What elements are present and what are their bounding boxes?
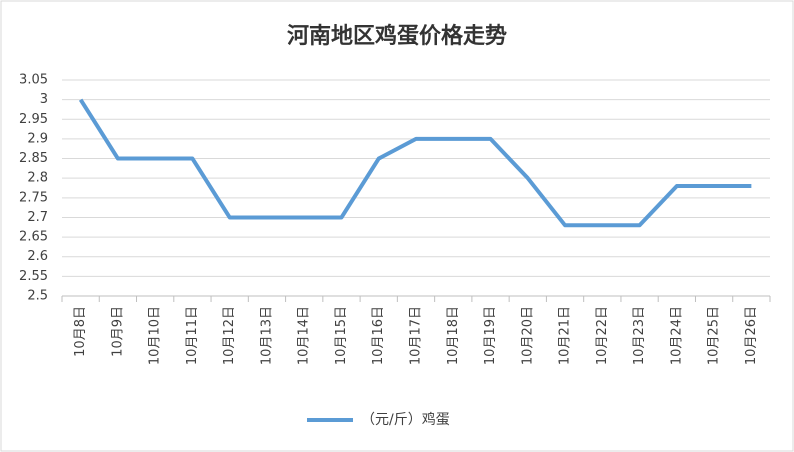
x-tick-label: 10月23日 — [632, 306, 647, 365]
x-tick-label: 10月26日 — [744, 306, 759, 365]
series-line — [78, 98, 752, 228]
x-tick-label: 10月12日 — [222, 306, 237, 365]
x-tick-label: 10月13日 — [259, 306, 274, 365]
x-tick-label: 10月20日 — [520, 306, 535, 365]
x-tick-label: 10月22日 — [595, 306, 610, 365]
y-tick-label: 2.75 — [19, 190, 48, 205]
y-tick-label: 2.9 — [27, 131, 48, 146]
x-tick-label: 10月21日 — [558, 306, 573, 365]
chart-title: 河南地区鸡蛋价格走势 — [287, 23, 507, 49]
x-tick-label: 10月19日 — [483, 306, 498, 365]
y-tick-label: 2.7 — [27, 210, 48, 225]
y-tick-label: 3 — [40, 92, 48, 107]
x-tick-label: 10月24日 — [669, 306, 684, 365]
x-tick-label: 10月15日 — [334, 306, 349, 365]
x-tick-label: 10月9日 — [110, 306, 125, 357]
y-tick-label: 2.95 — [19, 112, 48, 127]
x-tick-label: 10月16日 — [371, 306, 386, 365]
x-tick-label: 10月10日 — [148, 306, 163, 365]
y-tick-label: 2.8 — [27, 171, 48, 186]
y-tick-label: 3.05 — [19, 73, 48, 88]
y-tick-label: 2.65 — [19, 230, 48, 245]
y-tick-label: 2.55 — [19, 269, 48, 284]
x-tick-label: 10月8日 — [73, 306, 88, 357]
x-tick-label: 10月25日 — [707, 306, 722, 365]
y-tick-label: 2.5 — [27, 289, 48, 304]
y-tick-label: 2.85 — [19, 151, 48, 166]
y-tick-label: 2.6 — [27, 249, 48, 264]
x-tick-label: 10月17日 — [409, 306, 424, 365]
legend-label: （元/斤）鸡蛋 — [361, 411, 450, 428]
x-tick-label: 10月14日 — [297, 306, 312, 365]
x-tick-label: 10月18日 — [446, 306, 461, 365]
x-tick-label: 10月11日 — [185, 306, 200, 365]
